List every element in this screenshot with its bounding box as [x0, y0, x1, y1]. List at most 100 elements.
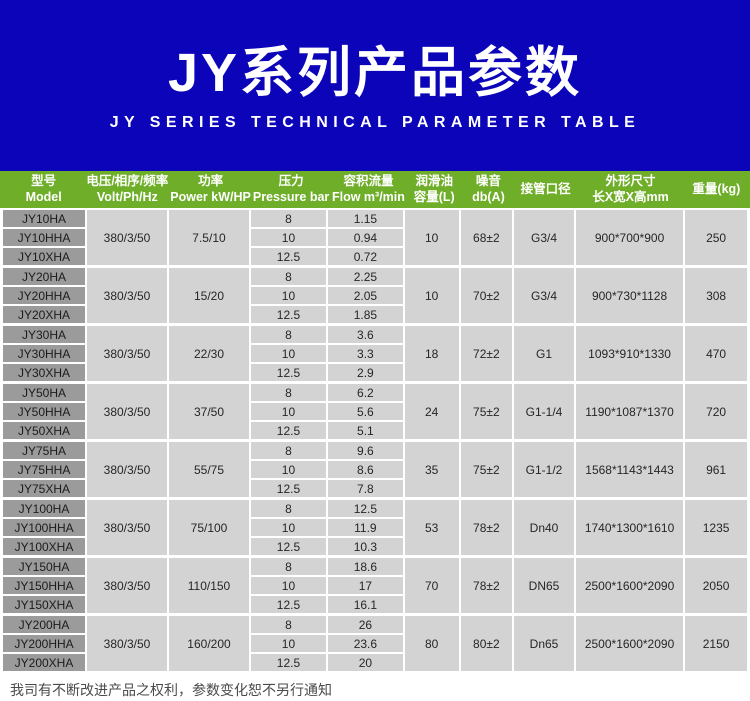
- pressure-cell: 10: [250, 345, 326, 362]
- column-header-zh: 外形尺寸: [605, 173, 656, 188]
- pressure-cell: 10: [250, 577, 326, 594]
- column-header-zh: 容积流量: [343, 173, 394, 188]
- model-cell: JY150HHA: [3, 577, 86, 594]
- dimensions-cell: 1093*910*1330: [575, 326, 684, 381]
- pipe-diameter-cell: Dn65: [514, 616, 574, 671]
- flow-cell: 5.1: [327, 422, 403, 439]
- flow-cell: 6.2: [327, 384, 403, 401]
- pressure-cell: 12.5: [250, 364, 326, 381]
- model-cell: JY20HA: [3, 268, 86, 285]
- pressure-cell: 12.5: [250, 248, 326, 265]
- model-cell: JY30HA: [3, 326, 86, 343]
- model-cell: JY50HHA: [3, 403, 86, 420]
- column-header-9: 外形尺寸 长X宽X高mm: [577, 174, 683, 205]
- column-header-en: 容量(L): [413, 189, 455, 204]
- noise-cell: 68±2: [460, 210, 513, 265]
- column-header-3: 功率 Power kW/HP: [170, 174, 251, 205]
- volt-cell: 380/3/50: [87, 210, 167, 265]
- page-title: JY系列产品参数: [167, 42, 583, 103]
- noise-cell: 70±2: [460, 268, 513, 323]
- pressure-cell: 8: [250, 500, 326, 517]
- model-cell: JY50XHA: [3, 422, 86, 439]
- pipe-diameter-cell: G3/4: [514, 210, 574, 265]
- weight-cell: 308: [685, 268, 747, 323]
- model-cell: JY100HA: [3, 500, 86, 517]
- model-group: JY20HA JY20HHA JY20XHA 380/3/50 15/20 8 10 12.5…: [3, 268, 747, 323]
- noise-cell: 78±2: [460, 500, 513, 555]
- oil-capacity-cell: 35: [404, 442, 459, 497]
- pressure-cell: 8: [250, 384, 326, 401]
- flow-cell: 9.6: [327, 442, 403, 459]
- column-header-zh: 压力: [278, 173, 304, 188]
- volt-cell: 380/3/50: [87, 326, 167, 381]
- pipe-diameter-cell: DN65: [514, 558, 574, 613]
- dimensions-cell: 900*730*1128: [575, 268, 684, 323]
- flow-cell: 26: [327, 616, 403, 633]
- flow-cell: 16.1: [327, 596, 403, 613]
- oil-capacity-cell: 24: [404, 384, 459, 439]
- power-cell: 15/20: [169, 268, 249, 323]
- pipe-diameter-cell: G1: [514, 326, 574, 381]
- power-cell: 75/100: [169, 500, 249, 555]
- flow-cell: 7.8: [327, 480, 403, 497]
- pressure-cell: 8: [250, 268, 326, 285]
- flow-cell: 12.5: [327, 500, 403, 517]
- model-group: JY150HA JY150HHA JY150XHA 380/3/50 110/150 8 1…: [3, 558, 747, 613]
- dimensions-cell: 1740*1300*1610: [575, 500, 684, 555]
- pressure-cell: 10: [250, 287, 326, 304]
- pressure-cell: 12.5: [250, 422, 326, 439]
- flow-cell: 1.85: [327, 306, 403, 323]
- column-header-en: Flow m³/min: [331, 189, 405, 204]
- oil-capacity-cell: 10: [404, 268, 459, 323]
- pressure-cell: 12.5: [250, 538, 326, 555]
- weight-cell: 961: [685, 442, 747, 497]
- model-group: JY50HA JY50HHA JY50XHA 380/3/50 37/50 8 10 12.5…: [3, 384, 747, 439]
- column-header-1: 型号 Model: [3, 174, 84, 205]
- flow-cell: 1.15: [327, 210, 403, 227]
- column-header-en: Volt/Ph/Hz: [96, 189, 158, 204]
- column-header-en: Model: [25, 189, 62, 204]
- parameter-table: 型号 Model 电压/相序/频率 Volt/Ph/Hz 功率 Power kW/HP 压力…: [0, 171, 750, 671]
- column-header-zh: 噪音: [475, 173, 501, 188]
- pressure-cell: 8: [250, 442, 326, 459]
- column-header-en: Power kW/HP: [170, 189, 251, 204]
- flow-cell: 2.9: [327, 364, 403, 381]
- table-header-row: 型号 Model 电压/相序/频率 Volt/Ph/Hz 功率 Power kW/HP 压力…: [0, 171, 750, 208]
- model-cell: JY75HHA: [3, 461, 86, 478]
- flow-cell: 18.6: [327, 558, 403, 575]
- noise-cell: 80±2: [460, 616, 513, 671]
- column-header-4: 压力 Pressure bar: [253, 174, 329, 205]
- power-cell: 110/150: [169, 558, 249, 613]
- flow-cell: 3.6: [327, 326, 403, 343]
- column-header-zh: 电压/相序/频率: [86, 173, 169, 188]
- flow-cell: 11.9: [327, 519, 403, 536]
- volt-cell: 380/3/50: [87, 268, 167, 323]
- oil-capacity-cell: 80: [404, 616, 459, 671]
- weight-cell: 2150: [685, 616, 747, 671]
- model-cell: JY200HA: [3, 616, 86, 633]
- weight-cell: 1235: [685, 500, 747, 555]
- model-cell: JY20XHA: [3, 306, 86, 323]
- model-cell: JY10HA: [3, 210, 86, 227]
- pressure-cell: 10: [250, 229, 326, 246]
- column-header-en: Pressure bar: [252, 189, 330, 204]
- pipe-diameter-cell: Dn40: [514, 500, 574, 555]
- power-cell: 37/50: [169, 384, 249, 439]
- power-cell: 7.5/10: [169, 210, 249, 265]
- weight-cell: 2050: [685, 558, 747, 613]
- dimensions-cell: 900*700*900: [575, 210, 684, 265]
- flow-cell: 10.3: [327, 538, 403, 555]
- noise-cell: 75±2: [460, 442, 513, 497]
- power-cell: 55/75: [169, 442, 249, 497]
- footer-note: 我司有不断改进产品之权利，参数变化恕不另行通知: [0, 671, 750, 700]
- volt-cell: 380/3/50: [87, 616, 167, 671]
- pressure-cell: 10: [250, 461, 326, 478]
- power-cell: 22/30: [169, 326, 249, 381]
- column-header-zh: 型号: [31, 173, 57, 188]
- flow-cell: 8.6: [327, 461, 403, 478]
- weight-cell: 470: [685, 326, 747, 381]
- column-header-6: 润滑油 容量(L): [408, 174, 461, 205]
- pressure-cell: 10: [250, 519, 326, 536]
- model-cell: JY150HA: [3, 558, 86, 575]
